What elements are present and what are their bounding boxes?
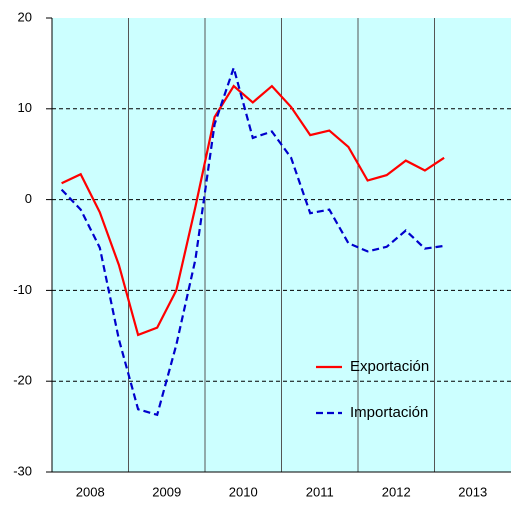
y-tick-label: 10 xyxy=(18,100,32,115)
series-line xyxy=(60,64,445,417)
x-tick-label: 2008 xyxy=(76,484,105,499)
x-tick-label: 2010 xyxy=(229,484,258,499)
x-tick-label: 2012 xyxy=(382,484,411,499)
legend-label: Exportación xyxy=(350,358,429,375)
y-tick-label: -30 xyxy=(13,463,32,478)
y-tick-label: -10 xyxy=(13,282,32,297)
series-line xyxy=(61,84,445,337)
x-tick-label: 2009 xyxy=(152,484,181,499)
x-tick-label: 2013 xyxy=(458,484,487,499)
y-tick-label: -20 xyxy=(13,373,32,388)
y-tick-label: 20 xyxy=(18,9,32,24)
y-tick-label: 0 xyxy=(25,191,32,206)
legend-label: Importación xyxy=(350,404,428,421)
x-tick-label: 2011 xyxy=(306,484,334,499)
